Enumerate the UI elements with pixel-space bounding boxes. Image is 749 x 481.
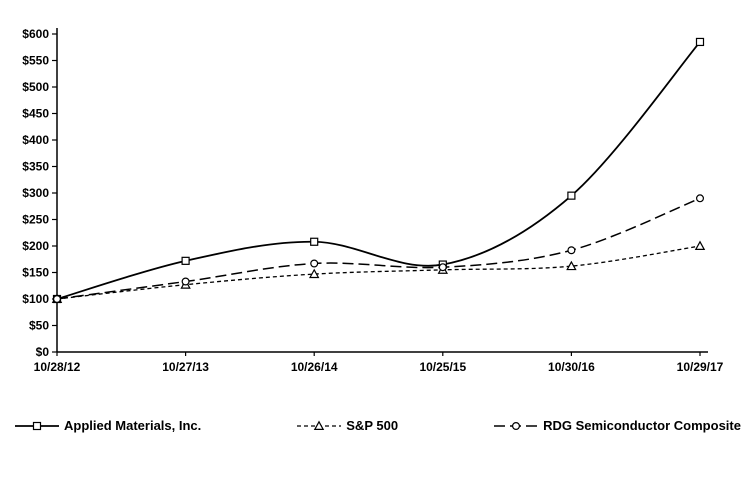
x-axis-tick-label: 10/29/17	[677, 360, 724, 374]
triangle-marker-icon	[694, 240, 706, 250]
x-axis-tick-label: 10/28/12	[34, 360, 81, 374]
chart-plot-area: $0 $50 $100 $150 $200 $250 $300 $350 $400 $450 $50…	[22, 27, 724, 374]
y-axis-tick-label: $50	[29, 319, 49, 333]
legend-swatch	[297, 420, 342, 430]
x-axis-tick-label: 10/25/15	[419, 360, 466, 374]
x-axis-tick-label: 10/26/14	[291, 360, 338, 374]
legend-item-applied-materials-inc: Applied Materials, Inc.	[14, 418, 201, 433]
triangle-marker-icon	[314, 420, 325, 430]
chart-legend: Applied Materials, Inc. S&P 500 RDG Semico…	[14, 418, 741, 433]
legend-item-rdg-semiconductor-composite: RDG Semiconductor Composite	[493, 418, 741, 433]
y-axis-tick-label: $250	[22, 213, 49, 227]
legend-item-s-p-500: S&P 500	[296, 418, 398, 433]
square-marker-icon	[310, 237, 319, 246]
y-axis-tick-label: $550	[22, 54, 49, 68]
circle-marker-icon	[310, 259, 319, 268]
square-marker-icon	[695, 37, 705, 47]
series-line-s-p-500	[56, 245, 701, 300]
y-axis-tick-label: $200	[22, 239, 49, 253]
legend-label: Applied Materials, Inc.	[64, 418, 202, 433]
series-line-rdg-semiconductor-composite	[56, 197, 701, 300]
circle-marker-icon	[695, 194, 704, 203]
square-marker-icon	[32, 421, 42, 430]
circle-marker-icon	[181, 277, 190, 286]
y-axis-tick-label: $500	[22, 80, 49, 94]
y-axis-tick-label: $150	[22, 266, 49, 280]
legend-swatch	[15, 421, 59, 430]
legend-label: RDG Semiconductor Composite	[543, 418, 741, 433]
square-marker-icon	[181, 256, 190, 265]
y-axis-tick-label: $0	[36, 345, 50, 359]
y-axis-tick-label: $600	[22, 27, 49, 41]
circle-marker-icon	[567, 246, 576, 255]
y-axis-tick-label: $450	[22, 107, 49, 121]
circle-marker-icon	[512, 421, 521, 430]
legend-swatch	[494, 421, 539, 430]
x-axis-tick-label: 10/27/13	[162, 360, 209, 374]
series-line-applied-materials-inc	[56, 41, 701, 300]
triangle-marker-icon	[308, 268, 320, 279]
x-axis-tick-label: 10/30/16	[548, 360, 595, 374]
square-marker-icon	[567, 191, 576, 200]
circle-marker-icon	[52, 295, 61, 304]
performance-chart: $0 $50 $100 $150 $200 $250 $300 $350 $400 $450 $50…	[22, 27, 724, 374]
y-axis-tick-label: $100	[22, 292, 49, 306]
y-axis-tick-label: $350	[22, 160, 49, 174]
circle-marker-icon	[438, 263, 447, 272]
legend-label: S&P 500	[346, 418, 399, 433]
triangle-marker-icon	[566, 260, 577, 271]
y-axis-tick-label: $300	[22, 186, 49, 200]
y-axis-tick-label: $400	[22, 133, 49, 147]
